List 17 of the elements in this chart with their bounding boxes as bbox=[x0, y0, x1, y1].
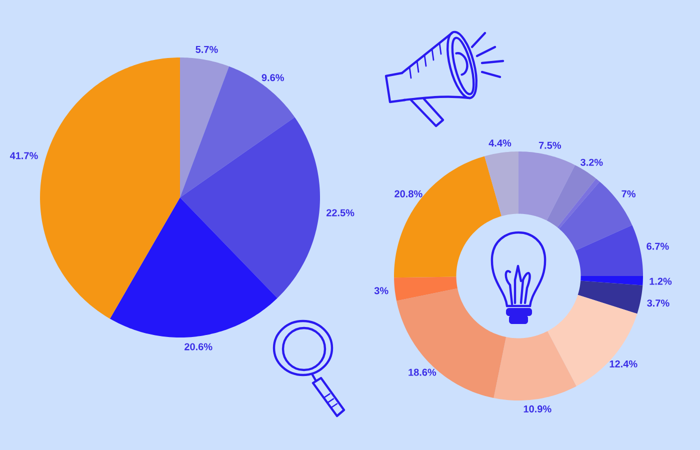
data-label: 5.7% bbox=[196, 46, 218, 54]
data-label: 20.8% bbox=[394, 190, 422, 198]
data-label: 3% bbox=[374, 287, 388, 294]
data-label: 10.9% bbox=[524, 405, 552, 412]
data-label: 20.6% bbox=[184, 343, 212, 350]
data-label: 3.7% bbox=[647, 300, 670, 307]
data-label: 22.5% bbox=[326, 209, 354, 216]
data-label: 7% bbox=[622, 190, 636, 198]
data-label: 7.5% bbox=[538, 142, 562, 149]
data-label: 18.6% bbox=[408, 368, 436, 376]
data-label: 6.7% bbox=[646, 242, 669, 250]
data-label: 12.4% bbox=[610, 360, 638, 368]
data-label: 4.4% bbox=[488, 140, 512, 147]
data-label: 3.2% bbox=[580, 158, 603, 166]
data-label: 41.7% bbox=[10, 152, 38, 160]
data-label: 9.6% bbox=[262, 74, 284, 82]
data-label: 1.2% bbox=[650, 278, 672, 285]
